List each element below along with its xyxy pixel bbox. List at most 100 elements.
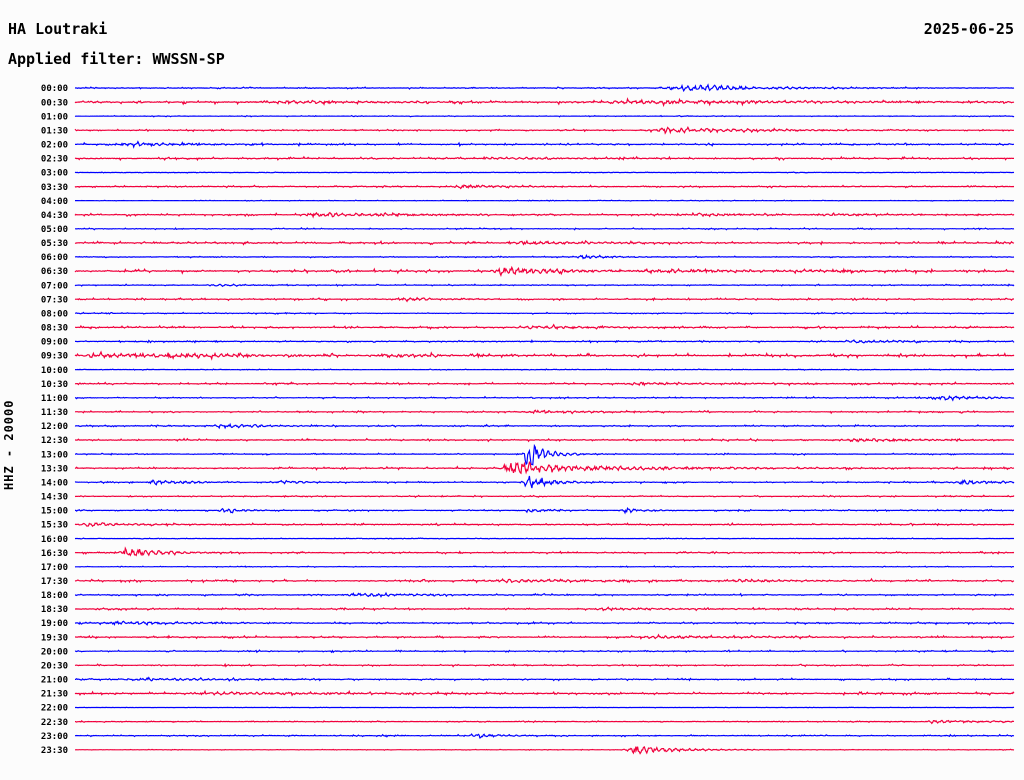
seismogram-trace: [74, 522, 1015, 528]
hour-tick-label: 11:30: [41, 408, 68, 418]
hour-tick-label: 19:00: [41, 619, 68, 629]
seismogram-trace: [75, 443, 1014, 466]
hour-tick-label: 10:00: [41, 366, 68, 376]
seismogram-trace: [74, 546, 1015, 557]
hour-tick-label: 12:00: [41, 422, 68, 432]
hour-tick-label: 08:00: [41, 309, 68, 319]
seismogram-trace: [74, 239, 1015, 246]
seismogram-trace: [75, 506, 1015, 515]
hour-tick-label: 03:00: [41, 169, 68, 179]
hour-tick-label: 20:30: [41, 661, 68, 671]
seismogram-trace: [74, 494, 1015, 499]
hour-tick-label: 06:00: [41, 253, 68, 263]
hour-tick-label: 04:00: [41, 197, 68, 207]
record-date: 2025-06-25: [923, 20, 1014, 38]
hour-tick-label: 07:30: [41, 295, 68, 305]
seismogram-trace: [74, 649, 1015, 654]
seismogram-trace: [75, 706, 1015, 709]
hour-tick-label: 04:30: [41, 211, 68, 221]
seismogram-trace: [75, 719, 1015, 725]
seismogram-trace: [75, 606, 1015, 612]
hour-tick-label: 01:00: [41, 112, 68, 122]
seismogram-trace: [74, 591, 1014, 598]
seismogram-trace: [74, 460, 1015, 475]
hour-tick-label: 12:30: [41, 436, 68, 446]
hour-tick-label: 02:00: [41, 141, 68, 151]
hour-tick-label: 18:30: [41, 605, 68, 615]
seismogram-trace: [75, 323, 1015, 331]
hour-tick-label: 16:30: [41, 549, 68, 559]
seismogram-trace: [74, 422, 1015, 430]
hour-tick-label: 07:00: [41, 281, 68, 291]
hour-tick-label: 08:30: [41, 324, 68, 334]
seismogram-trace: [74, 620, 1015, 626]
seismogram-trace: [74, 565, 1015, 569]
seismogram-trace: [74, 395, 1015, 402]
hour-tick-label: 19:30: [41, 633, 68, 643]
applied-filter-label: Applied filter: WWSSN-SP: [8, 50, 225, 68]
hour-tick-label: 21:30: [41, 690, 68, 700]
hour-tick-label: 22:30: [41, 718, 68, 728]
hour-tick-label: 02:30: [41, 155, 68, 165]
hour-tick-label: 20:00: [41, 647, 68, 657]
hour-tick-label: 14:30: [41, 493, 68, 503]
hour-tick-label: 15:30: [41, 521, 68, 531]
seismogram-trace: [74, 409, 1014, 415]
hour-tick-label: 00:00: [41, 84, 68, 94]
seismogram-trace: [74, 283, 1015, 288]
seismogram-trace: [74, 537, 1014, 540]
hour-tick-label: 23:00: [41, 732, 68, 742]
seismogram-trace: [74, 689, 1015, 697]
hour-tick-label: 05:00: [41, 225, 68, 235]
seismogram-trace: [74, 211, 1015, 219]
hour-tick-label: 18:00: [41, 591, 68, 601]
seismogram-trace: [74, 733, 1015, 739]
hour-tick-label: 13:00: [41, 450, 68, 460]
seismogram-trace: [74, 155, 1014, 162]
hour-tick-label: 17:30: [41, 577, 68, 587]
seismogram-trace: [74, 83, 1015, 93]
seismogram-trace: [74, 368, 1014, 371]
hour-tick-label: 09:00: [41, 338, 68, 348]
hour-tick-label: 23:30: [41, 746, 68, 756]
hour-tick-label: 21:00: [41, 676, 68, 686]
hour-tick-label: 15:00: [41, 507, 68, 517]
seismogram-trace: [75, 199, 1014, 202]
hour-tick-label: 22:00: [41, 704, 68, 714]
seismogram-trace: [75, 633, 1015, 640]
station-title: HA Loutraki: [8, 20, 108, 38]
hour-tick-label: 09:30: [41, 352, 68, 362]
hour-tick-label: 14:00: [41, 478, 68, 488]
seismogram-trace: [75, 227, 1015, 231]
seismogram-trace: [74, 114, 1015, 118]
hour-tick-label: 05:30: [41, 239, 68, 249]
hour-tick-label: 17:00: [41, 563, 68, 573]
seismogram-trace: [74, 381, 1015, 387]
hour-tick-label: 03:30: [41, 183, 68, 193]
seismogram-trace: [74, 265, 1015, 278]
seismogram-trace: [74, 183, 1015, 190]
seismogram-trace: [75, 745, 1015, 755]
seismogram-trace: [74, 97, 1015, 108]
seismogram-trace: [74, 126, 1014, 135]
seismogram-trace: [75, 339, 1015, 344]
seismogram-trace: [74, 296, 1014, 303]
seismogram-trace: [74, 577, 1015, 584]
hour-tick-label: 00:30: [41, 98, 68, 108]
hour-tick-label: 10:30: [41, 380, 68, 390]
hour-tick-label: 16:00: [41, 535, 68, 545]
hour-tick-label: 11:00: [41, 394, 68, 404]
seismogram-trace: [74, 171, 1015, 174]
seismogram-trace: [74, 253, 1015, 260]
hour-tick-label: 06:30: [41, 267, 68, 277]
hour-tick-label: 13:30: [41, 464, 68, 474]
seismogram-trace: [75, 437, 1015, 443]
seismogram-trace: [74, 662, 1015, 668]
seismogram-trace: [75, 311, 1015, 316]
hour-tick-label: 01:30: [41, 126, 68, 136]
seismogram-trace: [74, 350, 1015, 361]
seismogram-trace: [75, 140, 1014, 149]
seismogram-plot: 00:00 00:30 01:00 01:30 02:00 02:30 03:00 03:30…: [0, 78, 1024, 774]
seismogram-trace: [74, 475, 1015, 489]
seismogram-trace: [75, 676, 1015, 682]
